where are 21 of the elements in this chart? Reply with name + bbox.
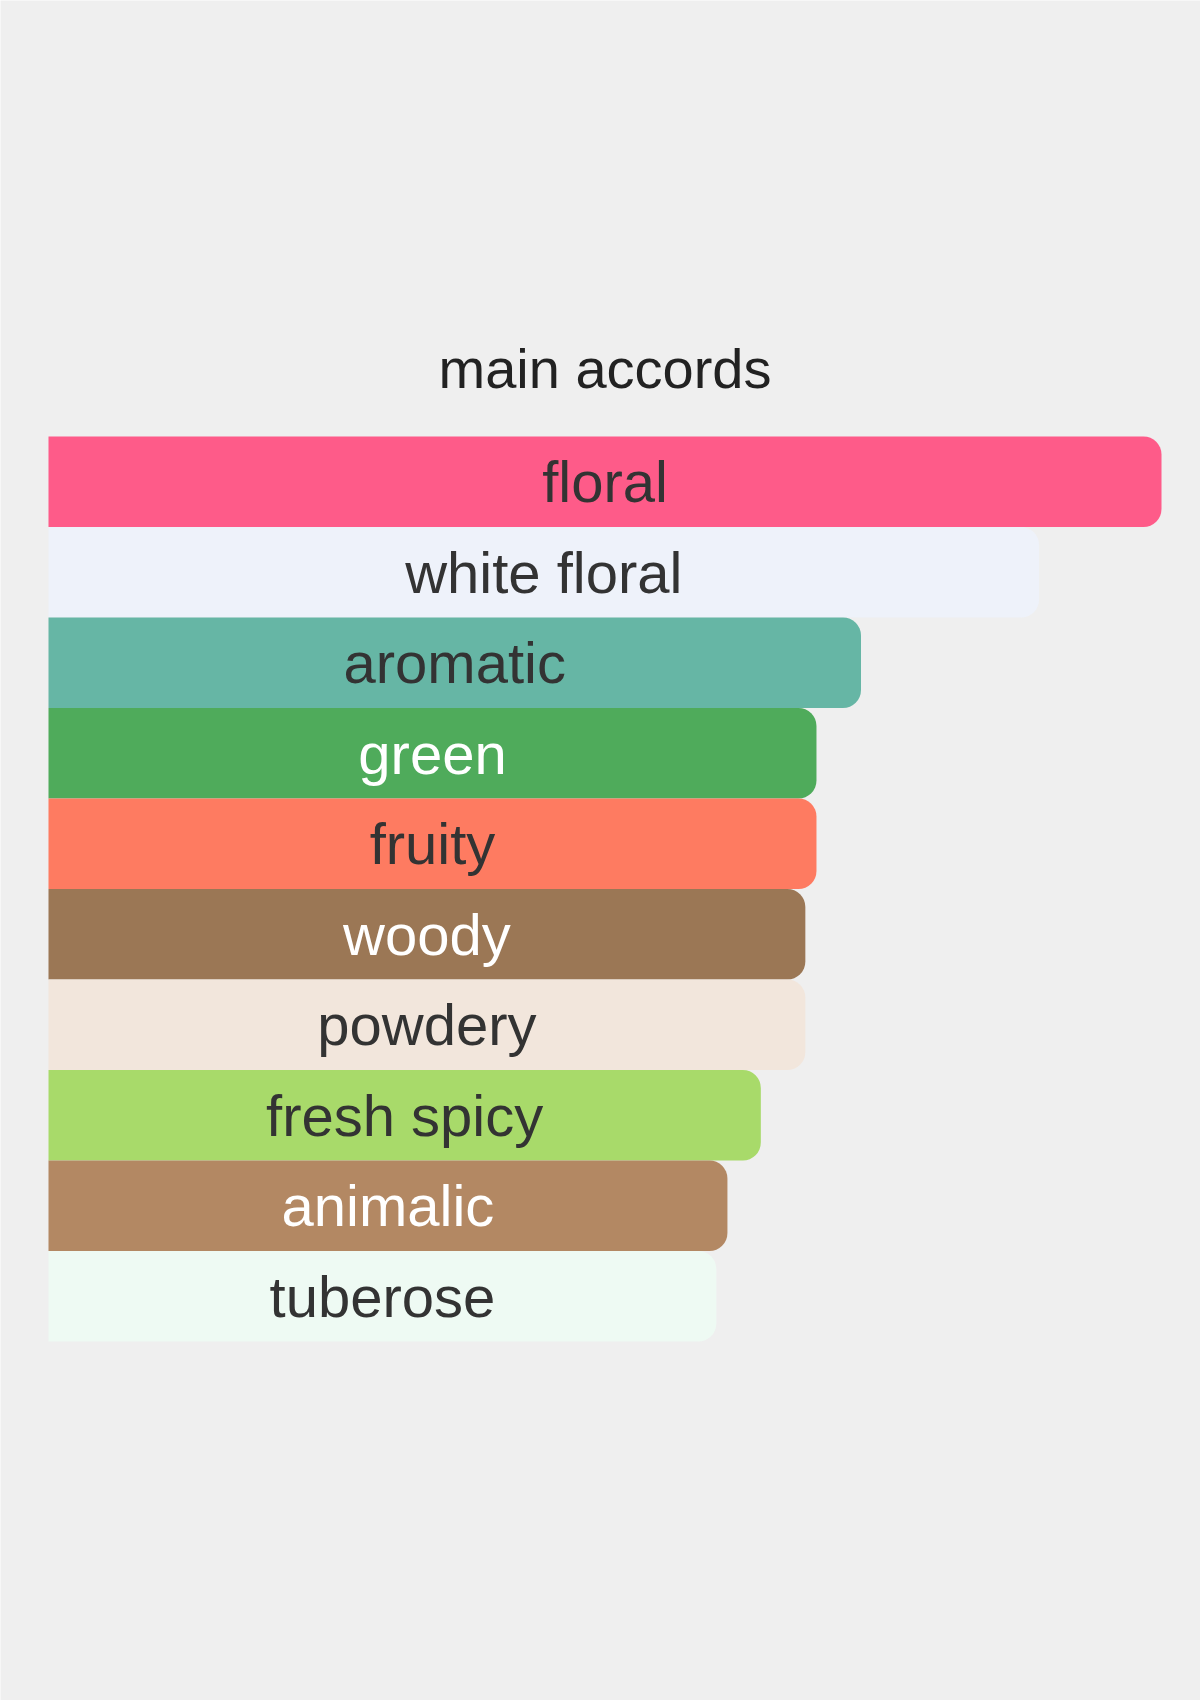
y-tick-label: animalic xyxy=(281,1173,495,1239)
bar xyxy=(48,889,806,980)
y-tick-label: white floral xyxy=(404,539,683,605)
bar xyxy=(48,1160,728,1251)
y-tick-label: floral xyxy=(542,449,668,515)
y-tick-label: aromatic xyxy=(343,630,566,696)
y-tick-label: woody xyxy=(342,901,511,967)
chart-title: main accords xyxy=(438,337,772,400)
bar xyxy=(48,436,1162,527)
bar xyxy=(48,798,817,889)
bar xyxy=(48,979,806,1070)
bar xyxy=(48,1070,761,1161)
bar xyxy=(48,527,1040,618)
y-tick-label: fresh spicy xyxy=(266,1082,544,1148)
bar xyxy=(48,617,861,708)
bar xyxy=(48,708,817,799)
y-tick-label: powdery xyxy=(317,992,537,1058)
y-tick-label: tuberose xyxy=(269,1263,496,1329)
bar xyxy=(48,1251,717,1342)
y-tick-label: fruity xyxy=(369,811,496,877)
y-tick-label: green xyxy=(358,720,507,786)
